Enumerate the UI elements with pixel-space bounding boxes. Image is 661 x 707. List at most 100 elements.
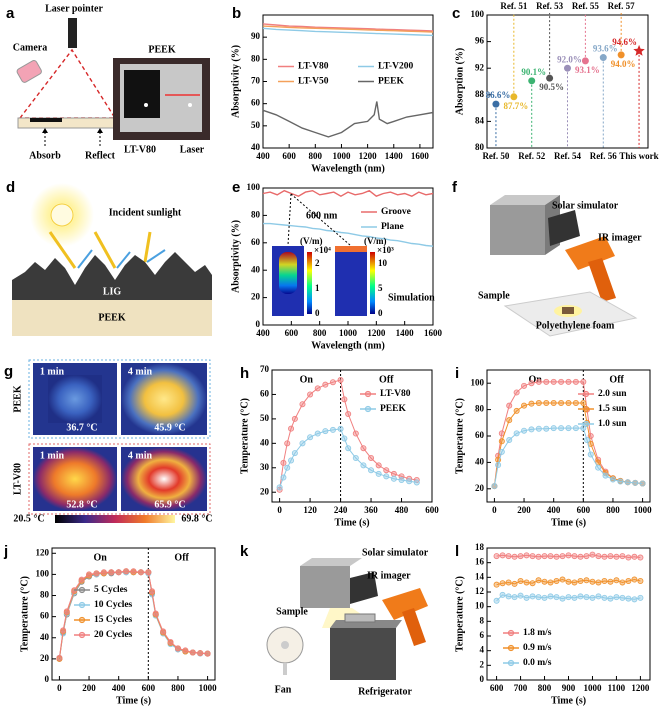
- y-tick-label: 0: [256, 319, 261, 329]
- marker: [513, 430, 520, 437]
- ir-imager-handle: [402, 608, 426, 646]
- marker: [639, 480, 646, 487]
- x-tick-label: 600: [282, 151, 296, 161]
- y-tick-label: 20: [475, 483, 485, 493]
- solar-simulator: [490, 205, 545, 255]
- field-hotspot: [335, 246, 367, 252]
- thermal-spot: [48, 375, 102, 423]
- marker: [595, 464, 602, 471]
- marker: [607, 595, 614, 602]
- marker: [517, 592, 524, 599]
- marker: [390, 470, 397, 477]
- category-label: Ref. 55: [572, 1, 599, 11]
- photo-ltv80: [124, 70, 160, 118]
- label: LIG: [103, 286, 122, 297]
- marker: [505, 593, 512, 600]
- x-tick-label: 600: [490, 683, 504, 693]
- marker: [550, 378, 557, 385]
- marker: [543, 378, 550, 385]
- marker: [288, 457, 295, 464]
- ray: [93, 231, 117, 269]
- point: [633, 44, 645, 56]
- simulator-top: [300, 558, 362, 566]
- value-label: 92.0%: [557, 54, 582, 64]
- marker: [571, 594, 578, 601]
- y-tick-label: 10: [475, 601, 485, 611]
- panel-label: j: [3, 543, 8, 560]
- marker: [60, 627, 67, 634]
- inset-label: 5: [378, 283, 383, 293]
- category-label: This work: [619, 151, 658, 161]
- marker: [583, 577, 590, 584]
- y-tick-label: 40: [475, 456, 485, 466]
- marker: [528, 400, 535, 407]
- marker: [329, 426, 336, 433]
- marker: [276, 484, 283, 491]
- marker: [565, 578, 572, 585]
- thermal-image: [121, 363, 207, 435]
- plot-frame: [486, 14, 649, 149]
- marker: [558, 378, 565, 385]
- category-label: Ref. 53: [536, 1, 563, 11]
- y-tick-label: 20: [251, 292, 261, 302]
- legend-marker: [507, 629, 515, 637]
- category-label: Ref. 51: [500, 1, 527, 11]
- category-label: Ref. 56: [590, 151, 617, 161]
- colorbar: [55, 515, 175, 523]
- label: Camera: [13, 42, 47, 53]
- lig-layer: [12, 252, 212, 300]
- reflection: [146, 249, 166, 263]
- marker: [543, 425, 550, 432]
- y-axis-label: Absorptivity (%): [230, 45, 241, 118]
- label: Refrigerator: [358, 686, 412, 697]
- marker: [517, 553, 524, 560]
- y-tick-label: 14: [475, 571, 485, 581]
- marker: [86, 571, 93, 578]
- marker: [368, 467, 375, 474]
- marker: [341, 435, 348, 442]
- marker: [558, 399, 565, 406]
- y-tick-label: 60: [40, 611, 50, 621]
- marker: [547, 553, 554, 560]
- category-label: Ref. 52: [518, 151, 545, 161]
- marker: [360, 462, 367, 469]
- ir-imager: [382, 588, 428, 620]
- value-label: 93.6%: [593, 44, 618, 54]
- legend-label: PEEK: [378, 77, 404, 87]
- label: 4 min: [128, 450, 153, 461]
- y-tick-label: 0: [45, 674, 50, 684]
- x-tick-label: 800: [538, 683, 552, 693]
- x-tick-label: 800: [171, 683, 185, 693]
- x-tick-label: 120: [303, 505, 317, 515]
- marker: [413, 479, 420, 486]
- y-tick-label: 50: [260, 413, 270, 423]
- colorbar: [307, 252, 312, 314]
- marker: [523, 594, 530, 601]
- x-tick-label: 400: [112, 683, 126, 693]
- marker: [511, 580, 518, 587]
- category-label: Ref. 50: [482, 151, 509, 161]
- inset-label: 2: [315, 258, 320, 268]
- label: PEEK: [98, 312, 125, 323]
- point: [546, 74, 554, 82]
- panel-g: g 1 min 4 min 1 min 4 min 36.7 °C 45.9 °…: [4, 359, 213, 524]
- label: Solar simulator: [362, 547, 429, 558]
- y-tick-label: 80: [251, 209, 261, 219]
- marker: [375, 470, 382, 477]
- legend-label: Plane: [381, 222, 404, 232]
- marker: [528, 426, 535, 433]
- marker: [511, 594, 518, 601]
- legend-marker: [507, 644, 515, 652]
- simulator-lamp: [350, 572, 378, 604]
- point: [617, 51, 625, 59]
- x-axis-label: Time (s): [334, 517, 369, 528]
- marker: [291, 450, 298, 457]
- y-tick-label: 90: [251, 31, 261, 41]
- marker: [601, 594, 608, 601]
- label: PEEK: [12, 385, 23, 412]
- plot-frame: [51, 547, 216, 681]
- y-axis-label: Temperature (°C): [454, 398, 465, 474]
- annotation: Off: [609, 374, 624, 385]
- marker: [521, 402, 528, 409]
- reflection: [77, 249, 93, 269]
